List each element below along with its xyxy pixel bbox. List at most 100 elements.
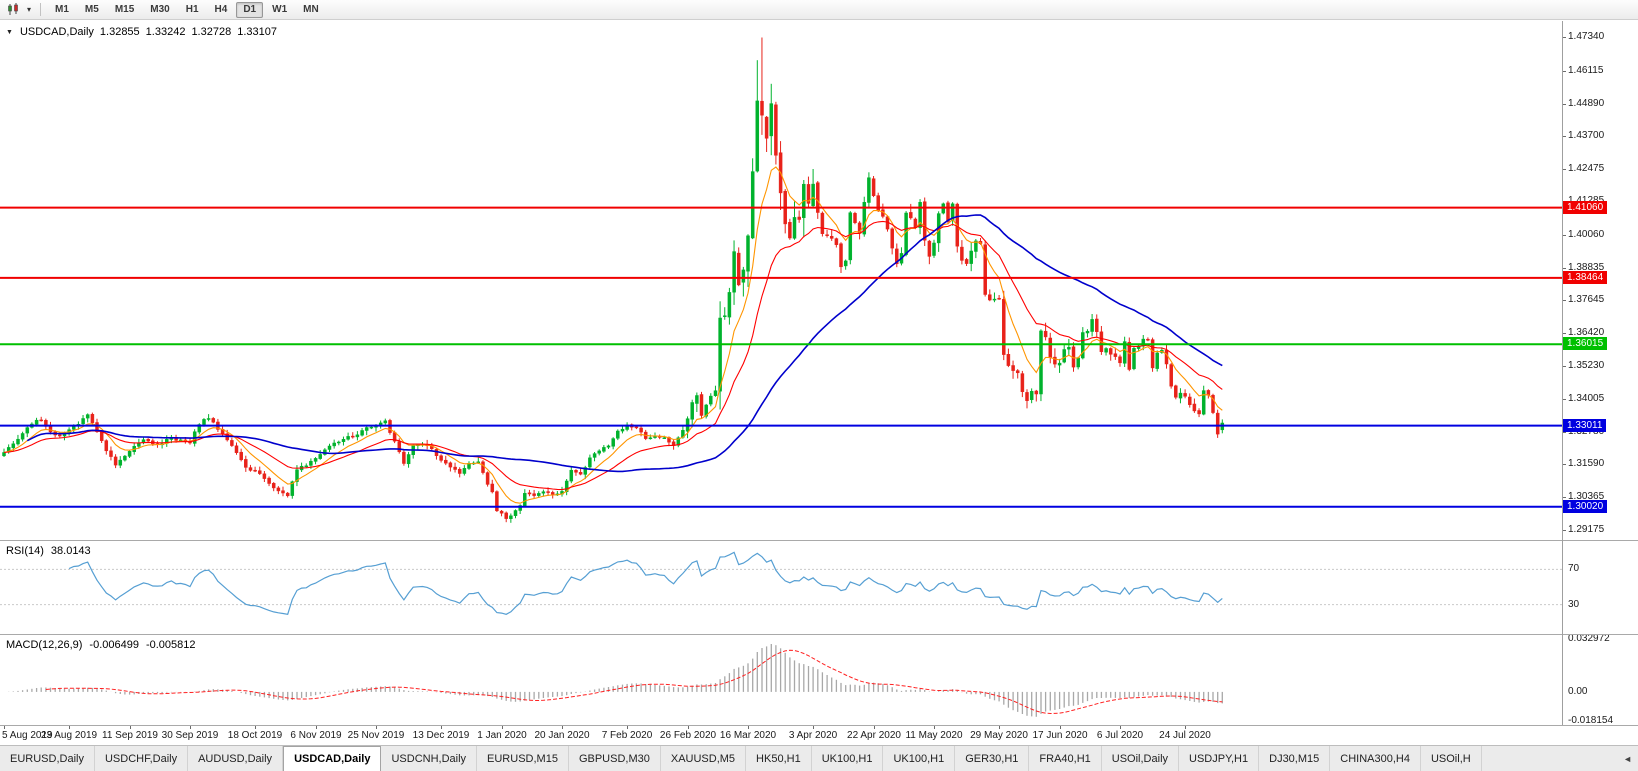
tab-xauusd-m5[interactable]: XAUUSD,M5 <box>661 746 747 771</box>
price-tick-mark <box>1562 37 1566 38</box>
timeframe-button-w1[interactable]: W1 <box>272 3 288 15</box>
tab-usdjpy-h1[interactable]: USDJPY,H1 <box>1179 746 1260 771</box>
date-tick-mark <box>316 725 317 729</box>
date-tick-mark <box>255 725 256 729</box>
tab-hk50-h1[interactable]: HK50,H1 <box>746 746 812 771</box>
timeframe-button-m15[interactable]: M15 <box>114 3 135 15</box>
chart-header: ▼ USDCAD,Daily 1.32855 1.33242 1.32728 1… <box>6 26 277 38</box>
date-label: 13 Dec 2019 <box>412 730 470 741</box>
macd-signal-value: -0.005812 <box>145 639 196 651</box>
date-label: 25 Nov 2019 <box>347 730 405 741</box>
timeframe-button-h4[interactable]: H4 <box>214 3 228 15</box>
date-tick-mark <box>562 725 563 729</box>
date-tick-mark <box>1120 725 1121 729</box>
price-tick-label: 1.38835 <box>1568 262 1605 273</box>
tab-uk100-h1[interactable]: UK100,H1 <box>812 746 884 771</box>
date-tick-mark <box>813 725 814 729</box>
tab-usdcnh-daily[interactable]: USDCNH,Daily <box>381 746 478 771</box>
date-label: 6 Nov 2019 <box>290 730 342 741</box>
tab-usoil-h[interactable]: USOil,H <box>1421 746 1482 771</box>
date-label: 29 May 2020 <box>970 730 1028 741</box>
date-label: 6 Jul 2020 <box>1096 730 1144 741</box>
date-tick-mark <box>627 725 628 729</box>
date-label: 3 Apr 2020 <box>788 730 838 741</box>
price-tick-label: 1.30365 <box>1568 491 1605 502</box>
toolbar: ▾ M1 M5 M15 M30 H1 H4 D1 W1 MN <box>0 0 1638 20</box>
tab-usdchf-daily[interactable]: USDCHF,Daily <box>95 746 189 771</box>
price-tick-label: 1.43700 <box>1568 130 1605 141</box>
time-axis-border <box>0 725 1638 726</box>
date-tick-mark <box>874 725 875 729</box>
timeframe-button-d1[interactable]: D1 <box>236 1 264 18</box>
tab-china300-h4[interactable]: CHINA300,H4 <box>1330 746 1421 771</box>
timeframe-button-h1[interactable]: H1 <box>185 3 199 15</box>
tab-usdcad-daily[interactable]: USDCAD,Daily <box>283 746 382 771</box>
price-tick-label: 1.31590 <box>1568 458 1605 469</box>
timeframe-button-m30[interactable]: M30 <box>150 3 170 15</box>
date-tick-mark <box>1185 725 1186 729</box>
macd-axis-label: 0.00 <box>1568 686 1588 697</box>
date-tick-mark <box>934 725 935 729</box>
date-tick-mark <box>999 725 1000 729</box>
date-label: 11 Sep 2019 <box>102 730 158 741</box>
date-label: 18 Oct 2019 <box>227 730 283 741</box>
tab-eurusd-daily[interactable]: EURUSD,Daily <box>0 746 95 771</box>
price-tick-mark <box>1562 497 1566 498</box>
date-label: 22 Apr 2020 <box>847 730 901 741</box>
price-tick-mark <box>1562 104 1566 105</box>
dropdown-arrow-icon[interactable]: ▾ <box>27 5 32 14</box>
hline-price-box: 1.41060 <box>1563 201 1608 214</box>
tab-eurusd-m15[interactable]: EURUSD,M15 <box>477 746 569 771</box>
panel-divider[interactable] <box>0 634 1638 635</box>
symbol-marker-icon: ▼ <box>6 28 13 36</box>
date-tick-mark <box>4 725 5 729</box>
timeframe-button-m1[interactable]: M1 <box>55 3 69 15</box>
price-tick-mark <box>1562 136 1566 137</box>
rsi-level-label: 30 <box>1568 599 1580 610</box>
timeframe-button-mn[interactable]: MN <box>303 3 319 15</box>
tab-scroll-arrow-icon[interactable]: ◄ <box>1620 746 1635 771</box>
tab-ger30-h1[interactable]: GER30,H1 <box>955 746 1030 771</box>
date-label: 26 Feb 2020 <box>659 730 717 741</box>
tab-dj30-m15[interactable]: DJ30,M15 <box>1259 746 1331 771</box>
price-tick-mark <box>1562 432 1566 433</box>
price-tick-label: 1.36420 <box>1568 327 1605 338</box>
price-tick-mark <box>1562 366 1566 367</box>
price-tick-mark <box>1562 333 1566 334</box>
price-axis-border <box>1562 21 1563 725</box>
hline-price-box: 1.33011 <box>1563 419 1607 432</box>
macd-label: MACD(12,26,9) -0.006499 -0.005812 <box>6 639 196 651</box>
price-tick-mark <box>1562 268 1566 269</box>
tab-usoil-daily[interactable]: USOil,Daily <box>1102 746 1180 771</box>
price-tick-label: 1.29175 <box>1568 524 1605 535</box>
date-tick-mark <box>441 725 442 729</box>
rsi-label: RSI(14) 38.0143 <box>6 545 91 557</box>
tab-gbpusd-m30[interactable]: GBPUSD,M30 <box>569 746 661 771</box>
date-tick-mark <box>748 725 749 729</box>
macd-main-value: -0.006499 <box>89 639 139 651</box>
date-label: 17 Jun 2020 <box>1032 730 1088 741</box>
price-axis[interactable] <box>1562 21 1638 725</box>
price-tick-mark <box>1562 399 1566 400</box>
date-label: 20 Jan 2020 <box>534 730 590 741</box>
timeframe-button-m5[interactable]: M5 <box>84 3 99 15</box>
tab-fra40-h1[interactable]: FRA40,H1 <box>1029 746 1102 771</box>
tab-uk100-h1[interactable]: UK100,H1 <box>883 746 956 771</box>
tab-audusd-daily[interactable]: AUDUSD,Daily <box>188 746 284 771</box>
date-tick-mark <box>190 725 191 729</box>
panel-divider[interactable] <box>0 540 1638 541</box>
price-chart-canvas[interactable] <box>0 0 1638 745</box>
candlestick-chart-icon[interactable] <box>4 2 23 18</box>
price-tick-mark <box>1562 235 1566 236</box>
ohlc-high: 1.33242 <box>145 26 186 38</box>
ohlc-low: 1.32728 <box>191 26 232 38</box>
macd-axis-label: 0.032972 <box>1568 633 1610 644</box>
date-label: 1 Jan 2020 <box>477 730 527 741</box>
date-label: 30 Sep 2019 <box>161 730 219 741</box>
hline-price-box: 1.36015 <box>1563 337 1608 350</box>
macd-axis-label: -0.018154 <box>1568 715 1614 726</box>
price-tick-label: 1.42475 <box>1568 163 1605 174</box>
date-tick-mark <box>69 725 70 729</box>
date-tick-mark <box>502 725 503 729</box>
price-tick-label: 1.41285 <box>1568 195 1604 206</box>
